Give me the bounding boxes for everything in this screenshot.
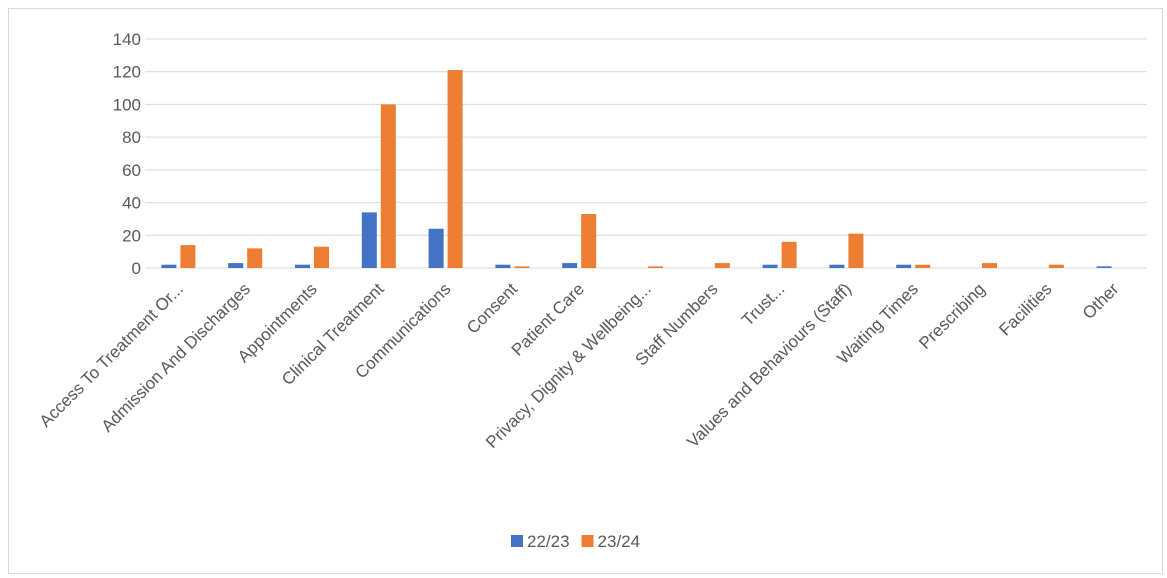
bar-23-24-11: [915, 264, 931, 268]
x-category-label: Other: [1079, 279, 1123, 323]
x-category-label: Trust...: [738, 279, 788, 329]
bar-22-23-11: [896, 264, 912, 268]
bar-22-23-9: [762, 264, 778, 268]
bar-22-23-14: [1096, 266, 1112, 268]
bar-22-23-0: [161, 264, 177, 268]
bar-23-24-13: [1048, 264, 1064, 268]
y-tick-label: 120: [113, 63, 141, 82]
x-category-label: Consent: [463, 279, 521, 337]
bar-23-24-2: [314, 246, 329, 268]
x-axis-category-labels: Access To Treatment Or...Admission And D…: [36, 279, 1123, 452]
y-tick-label: 0: [132, 259, 141, 278]
y-tick-label: 40: [122, 194, 141, 213]
legend-swatch: [581, 535, 594, 547]
legend: 22/23 23/24: [511, 532, 640, 551]
x-category-label: Facilities: [995, 279, 1055, 339]
bar-23-24-0: [180, 245, 196, 268]
bar-23-24-8: [714, 263, 730, 268]
bar-22-23-5: [495, 264, 511, 268]
bar-23-24-10: [848, 233, 864, 268]
legend-swatch: [511, 535, 523, 547]
bar-22-23-3: [361, 212, 377, 268]
bar-23-24-6: [581, 214, 597, 268]
bar-22-23-4: [428, 228, 444, 268]
y-tick-label: 20: [122, 226, 141, 245]
y-tick-label: 140: [113, 30, 141, 49]
y-tick-label: 80: [122, 128, 141, 147]
bar-22-23-6: [562, 263, 578, 268]
bar-23-24-5: [514, 266, 530, 268]
gridlines: [145, 38, 1147, 269]
bar-23-24-7: [648, 266, 663, 268]
legend-label: 22/23: [527, 532, 570, 551]
legend-label: 23/24: [598, 532, 641, 551]
bar-23-24-3: [380, 104, 396, 268]
bar-22-23-10: [829, 264, 845, 268]
bar-22-23-1: [228, 263, 244, 268]
y-axis-tick-labels: 0 20 40 60 80 100 120 140: [113, 30, 141, 278]
bar-23-24-1: [247, 248, 263, 268]
bar-23-24-4: [447, 70, 463, 268]
y-tick-label: 60: [122, 161, 141, 180]
bar-22-23-2: [295, 264, 310, 268]
chart-frame: [8, 8, 1163, 574]
y-tick-label: 100: [113, 95, 141, 114]
bar-23-24-9: [781, 241, 797, 268]
x-category-label: Prescribing: [915, 279, 989, 353]
bars: [161, 70, 1112, 268]
bar-23-24-12: [982, 263, 997, 268]
